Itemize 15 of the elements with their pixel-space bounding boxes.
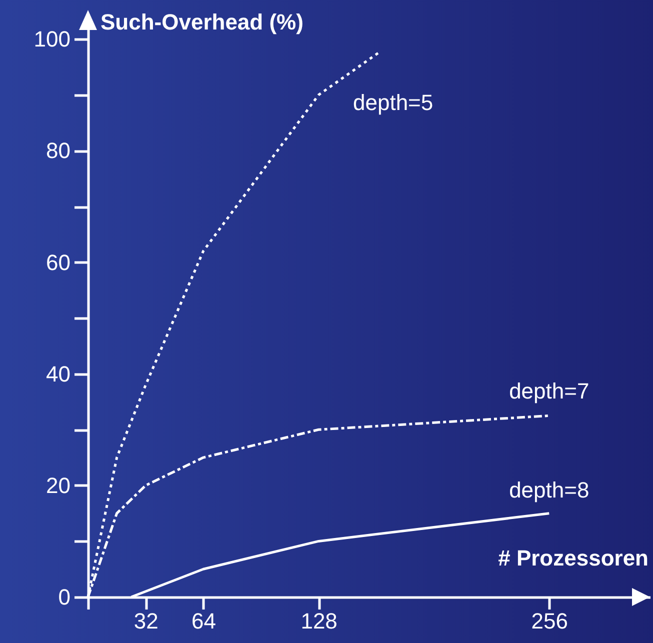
y-tick-label: 40 [46, 361, 70, 386]
y-axis-title: Such-Overhead (%) [100, 10, 304, 34]
x-axis-title: # Prozessoren [498, 546, 648, 570]
x-tick-label: 32 [134, 608, 158, 634]
y-tick-label: 80 [46, 138, 70, 164]
y-tick-label: 60 [46, 250, 70, 275]
series-label: depth=7 [509, 378, 590, 404]
y-tick-label: 0 [58, 584, 70, 610]
y-tick-label: 100 [34, 26, 70, 52]
x-tick-label: 64 [192, 608, 216, 634]
x-tick-label: 128 [300, 608, 338, 634]
series-label: depth=5 [353, 90, 434, 116]
series-label: depth=8 [509, 477, 590, 502]
y-tick-label: 20 [46, 472, 70, 498]
x-tick-label: 256 [531, 608, 568, 634]
